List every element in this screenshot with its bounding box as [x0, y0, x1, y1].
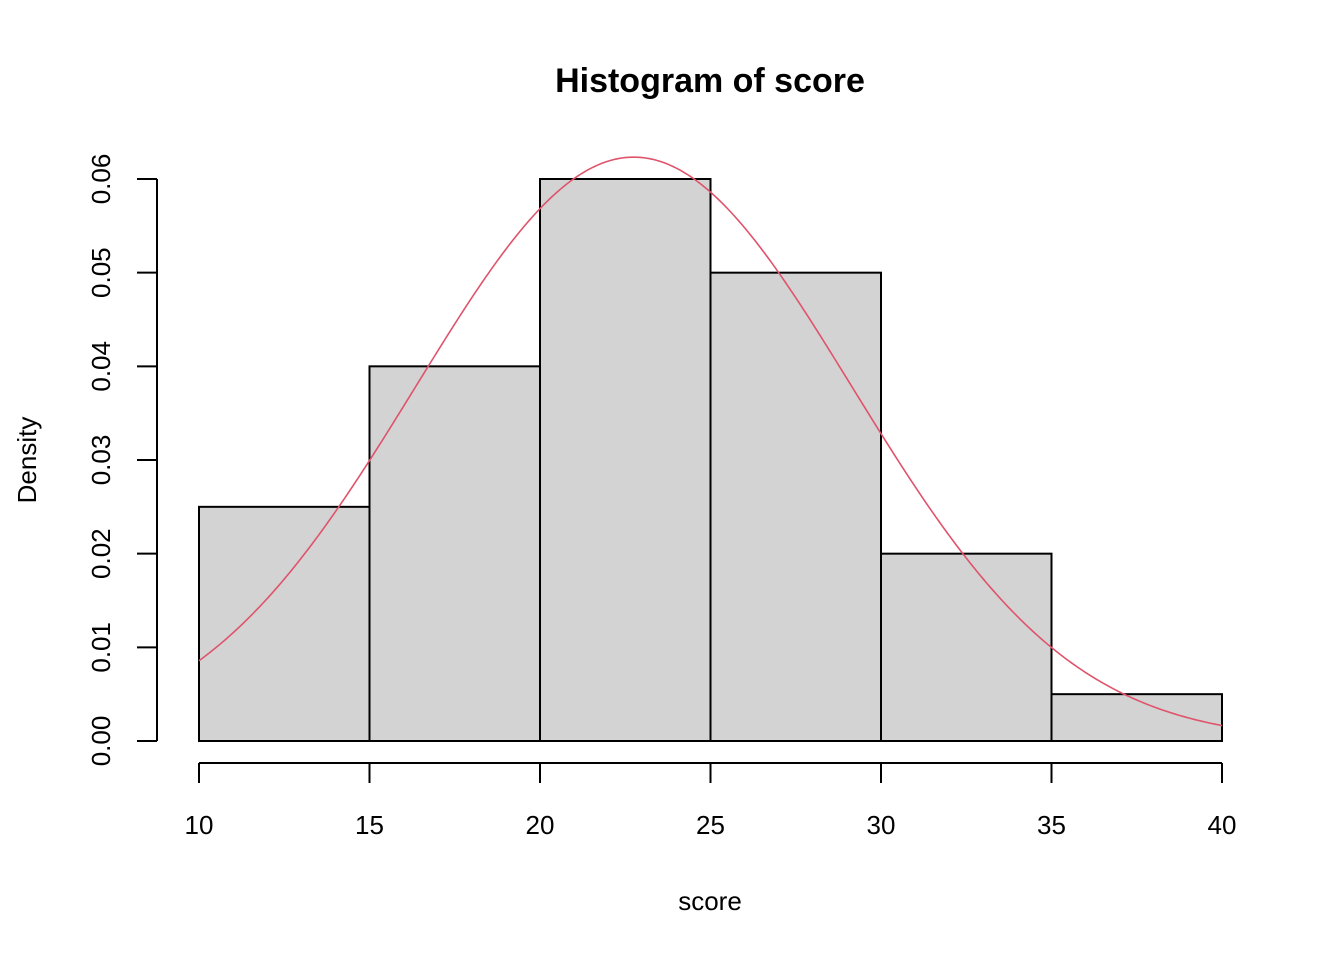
density-curve	[198, 156, 1223, 727]
y-tick-label-0.05: 0.05	[86, 247, 116, 298]
x-tick-label-15: 15	[355, 810, 384, 840]
histogram-bar-2	[368, 365, 541, 742]
chart-title: Histogram of score	[555, 62, 865, 100]
y-tick-label-0.06: 0.06	[86, 154, 116, 205]
x-tick-label-25: 25	[696, 810, 725, 840]
histogram-bar-4	[709, 271, 882, 742]
histogram-bar-5	[880, 552, 1053, 743]
histogram-bar-6	[1050, 693, 1223, 743]
y-axis: 0.00 0.01 0.02 0.03 0.04 0.05 0.06	[86, 154, 158, 767]
y-tick-label-0.03: 0.03	[86, 435, 116, 486]
histogram-bar-3	[539, 178, 712, 742]
x-tick-label-30: 30	[867, 810, 896, 840]
x-axis-label: score	[678, 886, 742, 916]
x-tick-label-10: 10	[185, 810, 214, 840]
y-tick-label-0.00: 0.00	[86, 716, 116, 767]
bars	[198, 178, 1223, 743]
y-tick-label-0.04: 0.04	[86, 341, 116, 392]
y-tick-label-0.02: 0.02	[86, 528, 116, 579]
histogram-bar-1	[198, 505, 371, 743]
x-tick-label-35: 35	[1037, 810, 1066, 840]
y-tick-label-0.01: 0.01	[86, 622, 116, 673]
y-axis-label: Density	[12, 417, 42, 504]
x-tick-label-40: 40	[1208, 810, 1237, 840]
x-tick-label-20: 20	[526, 810, 555, 840]
x-axis: 10 15 20 25 30 35 40	[185, 762, 1237, 840]
